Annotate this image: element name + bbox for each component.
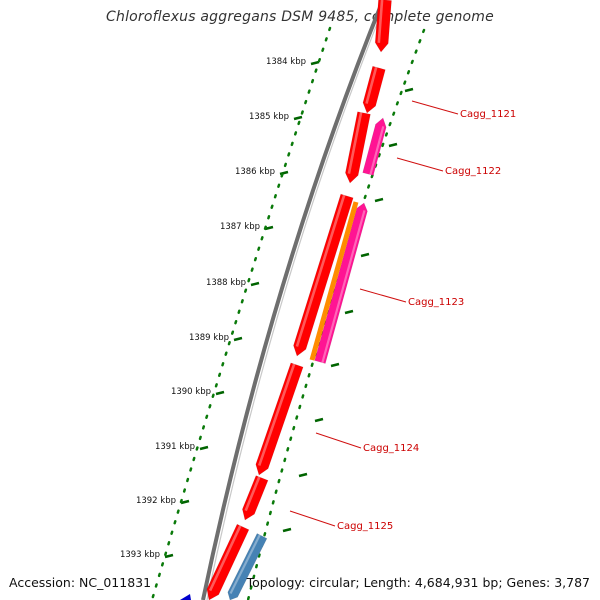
inner-tick-mark — [282, 527, 292, 533]
tick-label: 1387 kbp — [220, 222, 260, 232]
tick-label: 1393 kbp — [120, 550, 160, 560]
inner-tick-mark — [298, 472, 308, 478]
tick-label: 1388 kbp — [206, 278, 246, 288]
genome-summary-text: Topology: circular; Length: 4,684,931 bp… — [246, 575, 590, 590]
gene-red-7 — [206, 523, 250, 600]
gene-red-1-shine — [377, 0, 384, 43]
tick-mark — [215, 390, 225, 396]
gene-red-6-shine — [244, 476, 261, 512]
gene-label: Cagg_1122 — [445, 166, 501, 177]
gene-red-3-shine — [347, 112, 363, 174]
gene-label-leader — [315, 432, 362, 449]
tick-label: 1384 kbp — [266, 57, 306, 67]
gene-red-4 — [293, 193, 354, 357]
gene-magenta-2-shine — [321, 210, 366, 363]
inner-tick-mark — [374, 197, 384, 203]
gene-label-leader — [396, 157, 444, 172]
gene-features — [180, 0, 392, 600]
tick-label: 1386 kbp — [235, 167, 275, 177]
tick-mark — [250, 281, 260, 287]
tick-mark — [233, 336, 243, 342]
gene-magenta-1 — [362, 117, 387, 176]
gene-label: Cagg_1121 — [460, 109, 516, 120]
inner-tick-mark — [388, 142, 398, 148]
tick-label: 1392 kbp — [136, 496, 176, 506]
gene-red-2 — [362, 65, 386, 114]
accession-text: Accession: NC_011831 — [9, 575, 152, 590]
backbone-line — [201, 0, 385, 600]
gene-red-7-shine — [208, 525, 242, 592]
gene-orange-1 — [309, 201, 359, 361]
tick-mark — [293, 115, 303, 121]
tick-label: 1385 kbp — [249, 112, 289, 122]
map-title: Chloroflexus aggregans DSM 9485, complet… — [106, 9, 494, 25]
gene-red-1 — [374, 0, 392, 53]
tick-ruler: 1384 kbp 1385 kbp 1386 kbp 1387 kbp 1388 kbp… — [120, 57, 414, 560]
gene-label-leader — [359, 288, 407, 303]
tick-label: 1389 kbp — [189, 333, 229, 343]
gene-label-leader — [411, 100, 459, 115]
gene-red-5 — [255, 362, 304, 476]
tick-label: 1391 kbp — [155, 442, 195, 452]
gene-red-5-shine — [257, 363, 296, 466]
tick-mark — [199, 445, 209, 451]
inner-tick-mark — [344, 309, 354, 315]
gene-magenta-1-shine — [369, 126, 385, 175]
gene-label-leader — [289, 510, 336, 527]
inner-tick-mark — [360, 252, 370, 258]
backbone-highlight — [206, 0, 388, 600]
tick-mark — [180, 499, 190, 505]
gene-red-3 — [345, 111, 371, 184]
inner-tick-mark — [314, 417, 324, 423]
gene-red-6 — [242, 475, 269, 521]
gene-label: Cagg_1124 — [363, 443, 419, 454]
gene-labels: Cagg_1121 Cagg_1122 Cagg_1123 Cagg_1124 Cagg… — [289, 100, 516, 532]
gene-red-2-shine — [365, 66, 378, 104]
tick-mark — [279, 170, 289, 176]
backbone — [201, 0, 388, 600]
tick-mark — [310, 60, 320, 66]
gene-blue-1 — [180, 594, 191, 600]
gene-magenta-2 — [314, 202, 368, 364]
gene-label: Cagg_1123 — [408, 297, 464, 308]
inner-tick-mark — [404, 87, 414, 93]
tick-mark — [164, 553, 174, 559]
gene-steelblue-1 — [227, 533, 268, 600]
tick-label: 1390 kbp — [171, 387, 211, 397]
inner-tick-mark — [330, 362, 340, 368]
gene-steelblue-1-shine — [229, 534, 261, 594]
gene-label: Cagg_1125 — [337, 521, 393, 532]
gene-red-4-shine — [295, 194, 346, 347]
